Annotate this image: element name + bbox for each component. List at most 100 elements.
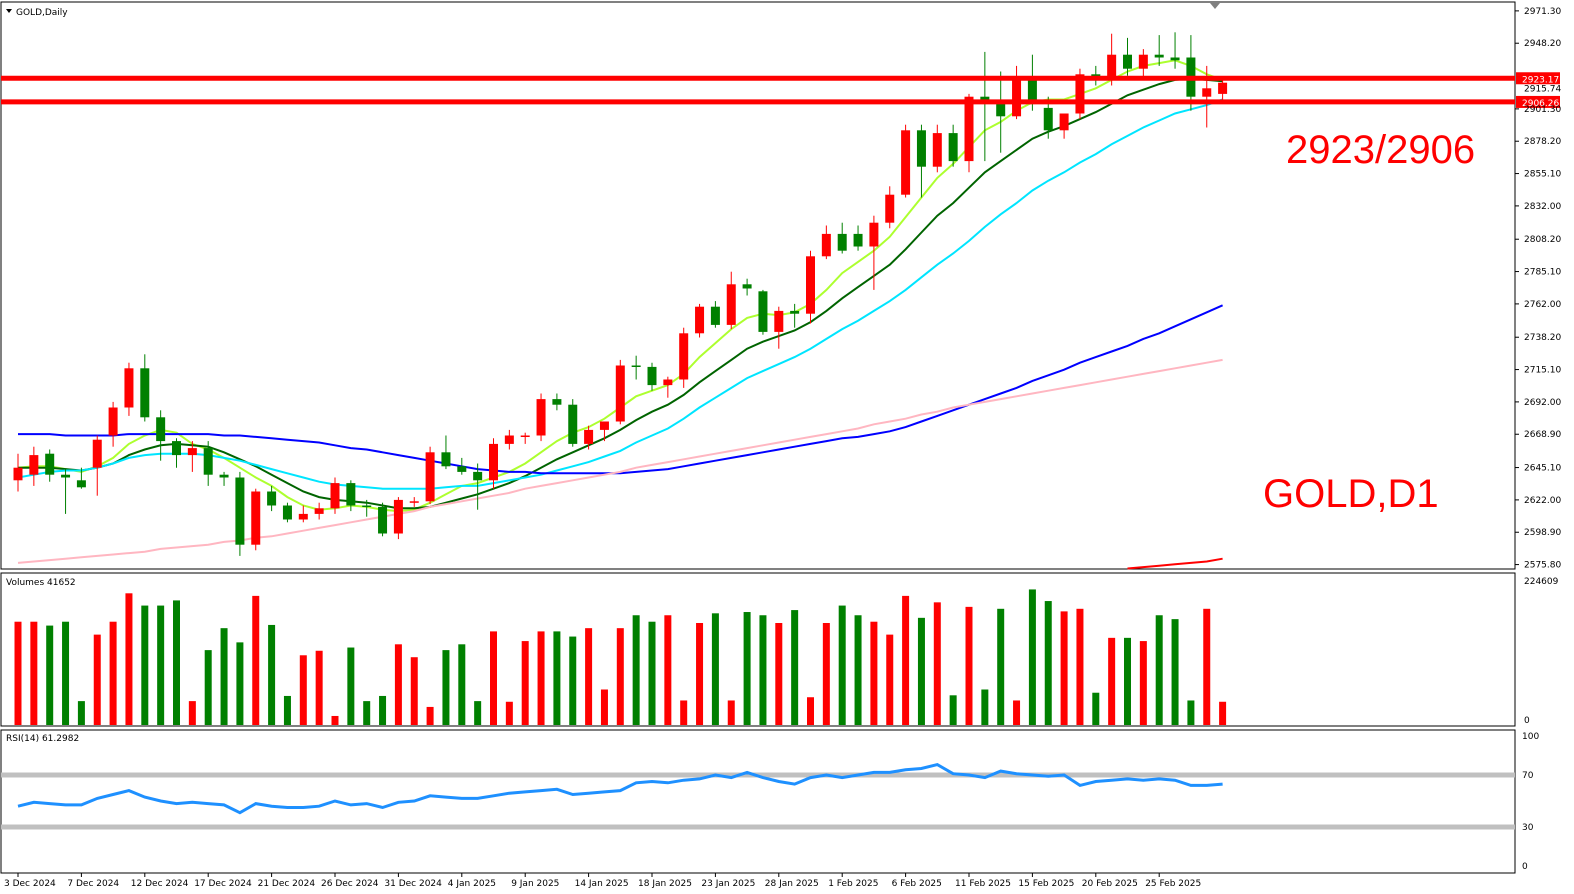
- candle: [726, 271, 736, 330]
- candle: [457, 457, 467, 475]
- price-tick-label: 2971.30: [1524, 7, 1561, 17]
- time-tick-label: 6 Feb 2025: [892, 879, 942, 889]
- volume-bar: [299, 655, 307, 725]
- level-price-tag: [1516, 95, 1560, 108]
- candle-body: [1123, 54, 1132, 69]
- candle: [964, 93, 974, 173]
- candle: [1138, 49, 1148, 80]
- candle-body: [964, 96, 974, 162]
- volume-bar: [600, 689, 608, 725]
- candle: [76, 467, 86, 489]
- ma-line-2: [17, 98, 1223, 490]
- volume-bar: [1060, 611, 1068, 725]
- price-tick-label: 2715.10: [1524, 366, 1561, 376]
- volume-bar: [1076, 608, 1084, 725]
- candle-body: [282, 505, 292, 520]
- candle: [1170, 32, 1180, 69]
- candle: [29, 446, 39, 486]
- candle-body: [1012, 77, 1022, 117]
- volume-bar: [46, 625, 54, 725]
- candle: [346, 480, 356, 512]
- volume-bar: [807, 697, 814, 725]
- candle: [393, 497, 403, 540]
- volume-bar: [315, 650, 323, 725]
- candle-body: [599, 421, 609, 430]
- candle-body: [13, 467, 23, 481]
- volume-bar: [553, 631, 561, 725]
- candle-body: [631, 365, 641, 367]
- price-axis: 2971.30 2948.20 2901.30 2878.20 2855.10 2832.…: [1515, 7, 1561, 571]
- candle-body: [140, 368, 150, 418]
- price-tick-label: 2645.10: [1524, 464, 1561, 474]
- price-tick-label: 2575.80: [1524, 561, 1561, 571]
- ma-line-5: [1127, 557, 1223, 570]
- candle: [282, 502, 292, 523]
- volume-bar: [1092, 692, 1100, 725]
- volume-bar: [632, 615, 640, 725]
- candle-body: [76, 480, 86, 488]
- volume-bar: [585, 628, 593, 725]
- volume-bar: [743, 612, 751, 725]
- volume-bar: [981, 689, 989, 725]
- candle: [790, 303, 800, 328]
- candle: [980, 51, 990, 162]
- candle-body: [1075, 74, 1085, 114]
- price-tick-label: 2832.00: [1524, 202, 1561, 212]
- volume-bar: [791, 610, 799, 725]
- volume-bar: [1108, 637, 1116, 725]
- price-tick-label: 2808.20: [1524, 235, 1561, 245]
- candle: [647, 362, 657, 391]
- candle-body: [504, 435, 514, 444]
- candle-body: [536, 399, 546, 436]
- volume-bar: [1203, 608, 1211, 725]
- chart-shift-marker-icon[interactable]: [1210, 3, 1220, 9]
- volume-bar: [268, 624, 276, 725]
- candle-body: [473, 471, 483, 481]
- volume-bar: [1124, 637, 1131, 725]
- candle-body: [489, 443, 498, 481]
- volume-bar: [490, 631, 497, 725]
- volume-bar: [505, 701, 513, 725]
- candle-body: [584, 429, 594, 444]
- candle-body: [29, 455, 39, 475]
- volume-bar: [1139, 641, 1147, 725]
- candle-body: [790, 310, 800, 314]
- candle-body: [108, 407, 118, 436]
- volume-bar: [77, 701, 85, 725]
- candle-body: [393, 499, 403, 534]
- volume-bar: [822, 623, 830, 725]
- volume-bar: [680, 700, 688, 725]
- volume-bar: [997, 608, 1005, 725]
- candle: [869, 215, 879, 290]
- volume-bar: [854, 615, 862, 725]
- candle-body: [710, 306, 720, 325]
- ma-line-0: [17, 59, 1223, 513]
- candle-body: [267, 491, 277, 506]
- volume-bar: [283, 695, 291, 725]
- rsi-tick-label: 100: [1522, 732, 1539, 742]
- candle: [663, 376, 673, 398]
- volume-bar: [30, 621, 38, 725]
- time-axis: 3 Dec 2024 7 Dec 2024 12 Dec 2024 17 Dec 20…: [4, 873, 1201, 889]
- candle: [203, 441, 213, 486]
- price-tick-label: 2785.10: [1524, 268, 1561, 278]
- candle-body: [901, 130, 911, 195]
- candle: [568, 399, 578, 447]
- candle: [758, 289, 768, 335]
- candle: [140, 354, 150, 422]
- candle-body: [441, 452, 451, 467]
- volume-bar: [569, 636, 577, 725]
- candle: [710, 301, 720, 328]
- volume-bar: [188, 701, 196, 725]
- dropdown-arrow-icon[interactable]: [6, 9, 12, 13]
- volume-bar: [1219, 701, 1227, 725]
- candle: [774, 306, 784, 349]
- candle-body: [235, 477, 245, 545]
- price-tick-label: 2668.90: [1524, 430, 1561, 440]
- volume-bar: [775, 623, 783, 725]
- candle: [187, 441, 197, 472]
- time-tick-label: 23 Jan 2025: [701, 879, 755, 889]
- candle: [219, 471, 229, 486]
- candle: [695, 303, 705, 338]
- rsi-label: RSI(14) 61.2982: [6, 734, 79, 744]
